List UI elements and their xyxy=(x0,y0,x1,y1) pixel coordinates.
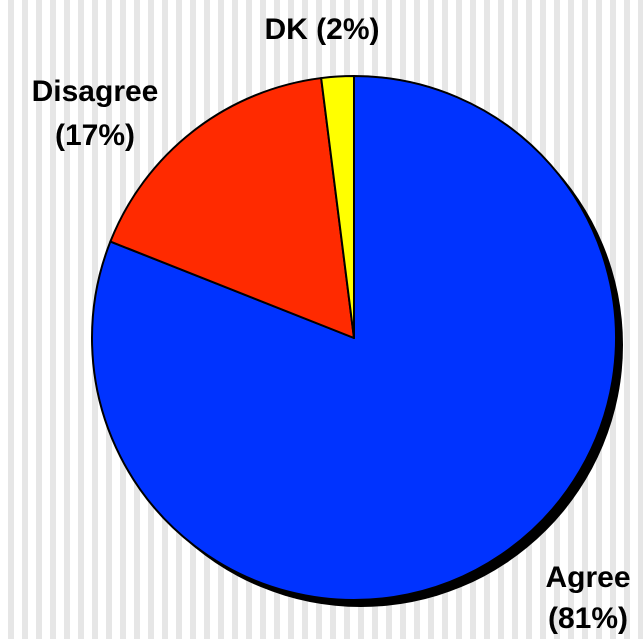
slice-label-dk: DK (2%) xyxy=(264,13,379,46)
slice-percent-agree: (81%) xyxy=(548,602,628,635)
pie-slice-dk xyxy=(320,75,355,339)
slice-percent-disagree: (17%) xyxy=(55,119,135,152)
slice-label-agree: Agree xyxy=(545,561,630,594)
slice-label-disagree: Disagree xyxy=(32,75,159,108)
pie-slices xyxy=(91,75,617,601)
pie-slice-disagree xyxy=(109,77,355,339)
